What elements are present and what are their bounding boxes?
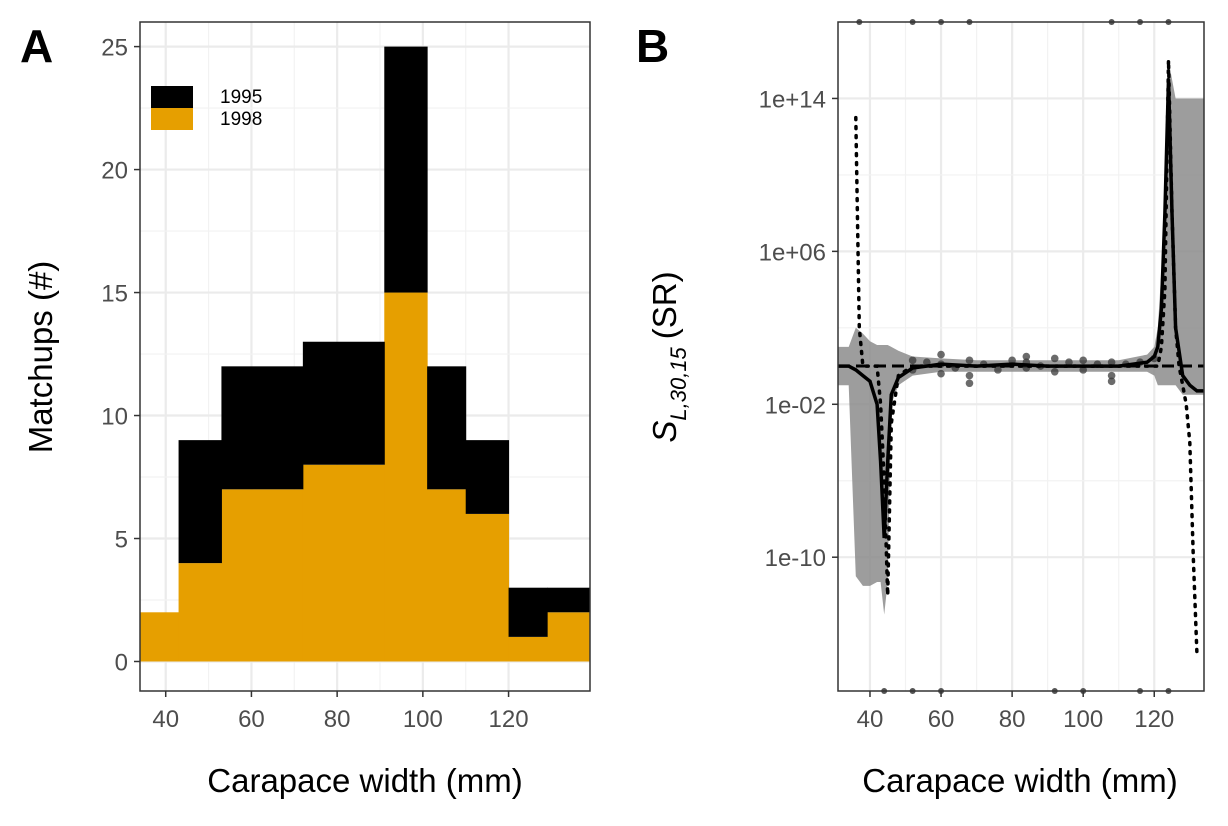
bar-1998 [384, 292, 428, 662]
panel-b-x-tick-label: 120 [1134, 706, 1174, 733]
panel-b: B 1e+14 1e+06 1e-02 1e-10 40 60 80 100 120 Cara… [636, 19, 1205, 799]
data-point [965, 371, 974, 380]
panel-b-y-tick-label: 1e+06 [759, 239, 826, 266]
panel-a-y-tick-label: 15 [101, 281, 128, 308]
data-point [1065, 358, 1073, 367]
panel-a-x-tick-label: 40 [152, 706, 179, 733]
bar-1998 [547, 612, 591, 662]
bar-1995 [547, 587, 591, 613]
panel-b-x-tick-label: 100 [1063, 706, 1103, 733]
data-point [965, 356, 974, 365]
data-point [1050, 354, 1059, 363]
data-point [1107, 358, 1116, 367]
bar-1998 [221, 489, 304, 662]
bar-1995 [221, 366, 304, 490]
panel-a-y-tick-label: 10 [101, 404, 128, 431]
panel-b-x-ticks: 40 60 80 100 120 [857, 691, 1174, 733]
bar-1995 [508, 587, 548, 637]
panel-b-label: B [636, 20, 669, 72]
panel-b-y-tick-label: 1e-10 [765, 545, 826, 572]
data-point [908, 356, 917, 365]
panel-a-x-tick-label: 100 [403, 706, 443, 733]
data-point [1079, 356, 1087, 365]
panel-a-x-ticks: 40 60 80 100 120 [152, 691, 529, 733]
panel-a-y-tick-label: 20 [101, 158, 128, 185]
data-point [937, 350, 945, 359]
bar-1995 [427, 366, 467, 490]
data-point [1079, 366, 1087, 374]
data-point [1008, 356, 1016, 365]
bar-1995 [465, 440, 510, 514]
data-point [1022, 352, 1031, 361]
panel-a-border [139, 21, 591, 692]
data-point [937, 369, 945, 378]
panel-a-y-tick-label: 25 [101, 35, 128, 62]
panel-a-x-tick-label: 80 [324, 706, 351, 733]
panel-b-y-ticks: 1e+14 1e+06 1e-02 1e-10 [759, 86, 838, 572]
panel-b-x-axis-title: Carapace width (mm) [862, 762, 1177, 799]
panel-a-y-tick-label: 5 [115, 527, 128, 554]
panel-b-x-tick-label: 60 [928, 706, 955, 733]
panel-b-y-axis-title: SL,30,15 (SR) [646, 271, 691, 442]
panel-b-border [837, 21, 1205, 692]
bar-1998 [302, 464, 385, 662]
panel-a: A 0 5 10 15 20 25 40 60 80 100 120 Carapace width… [20, 20, 591, 799]
bar-1998 [178, 563, 222, 662]
panel-b-y-tick-label: 1e-02 [765, 392, 826, 419]
panel-b-y-tick-label: 1e+14 [759, 86, 826, 113]
bar-1995 [178, 440, 222, 564]
bar-1998 [465, 513, 510, 662]
bar-1998 [427, 489, 467, 662]
panel-a-label: A [20, 20, 53, 72]
bar-1998 [508, 636, 548, 662]
panel-a-bars [140, 46, 591, 662]
data-point [1107, 371, 1116, 380]
panel-b-y-axis-title-subscript: L,30,15 [666, 346, 691, 420]
legend-key-1998 [151, 108, 193, 130]
data-point [1050, 367, 1059, 376]
legend-label-1998: 1998 [220, 109, 262, 130]
panel-a-y-tick-label: 0 [115, 649, 128, 676]
bar-1995 [302, 341, 385, 465]
data-point [965, 379, 974, 388]
panel-b-fit-line [838, 79, 1204, 539]
panel-a-x-tick-label: 120 [489, 706, 529, 733]
panel-b-y-axis-title-main: S [646, 421, 683, 443]
panel-b-y-axis-title-unit: (SR) [646, 271, 683, 339]
panel-a-x-tick-label: 60 [238, 706, 265, 733]
legend-label-1995: 1995 [220, 87, 262, 108]
legend-key-1995 [151, 86, 193, 108]
panel-b-x-tick-label: 80 [999, 706, 1026, 733]
data-point [1107, 377, 1116, 386]
panel-a-y-ticks: 0 5 10 15 20 25 [101, 35, 140, 676]
data-point [994, 366, 1002, 374]
bar-1995 [384, 46, 428, 293]
panel-a-y-axis-title: Matchups (#) [22, 261, 59, 454]
panel-a-x-axis-title: Carapace width (mm) [207, 762, 522, 799]
panel-b-x-tick-label: 40 [857, 706, 884, 733]
bar-1998 [140, 612, 180, 662]
